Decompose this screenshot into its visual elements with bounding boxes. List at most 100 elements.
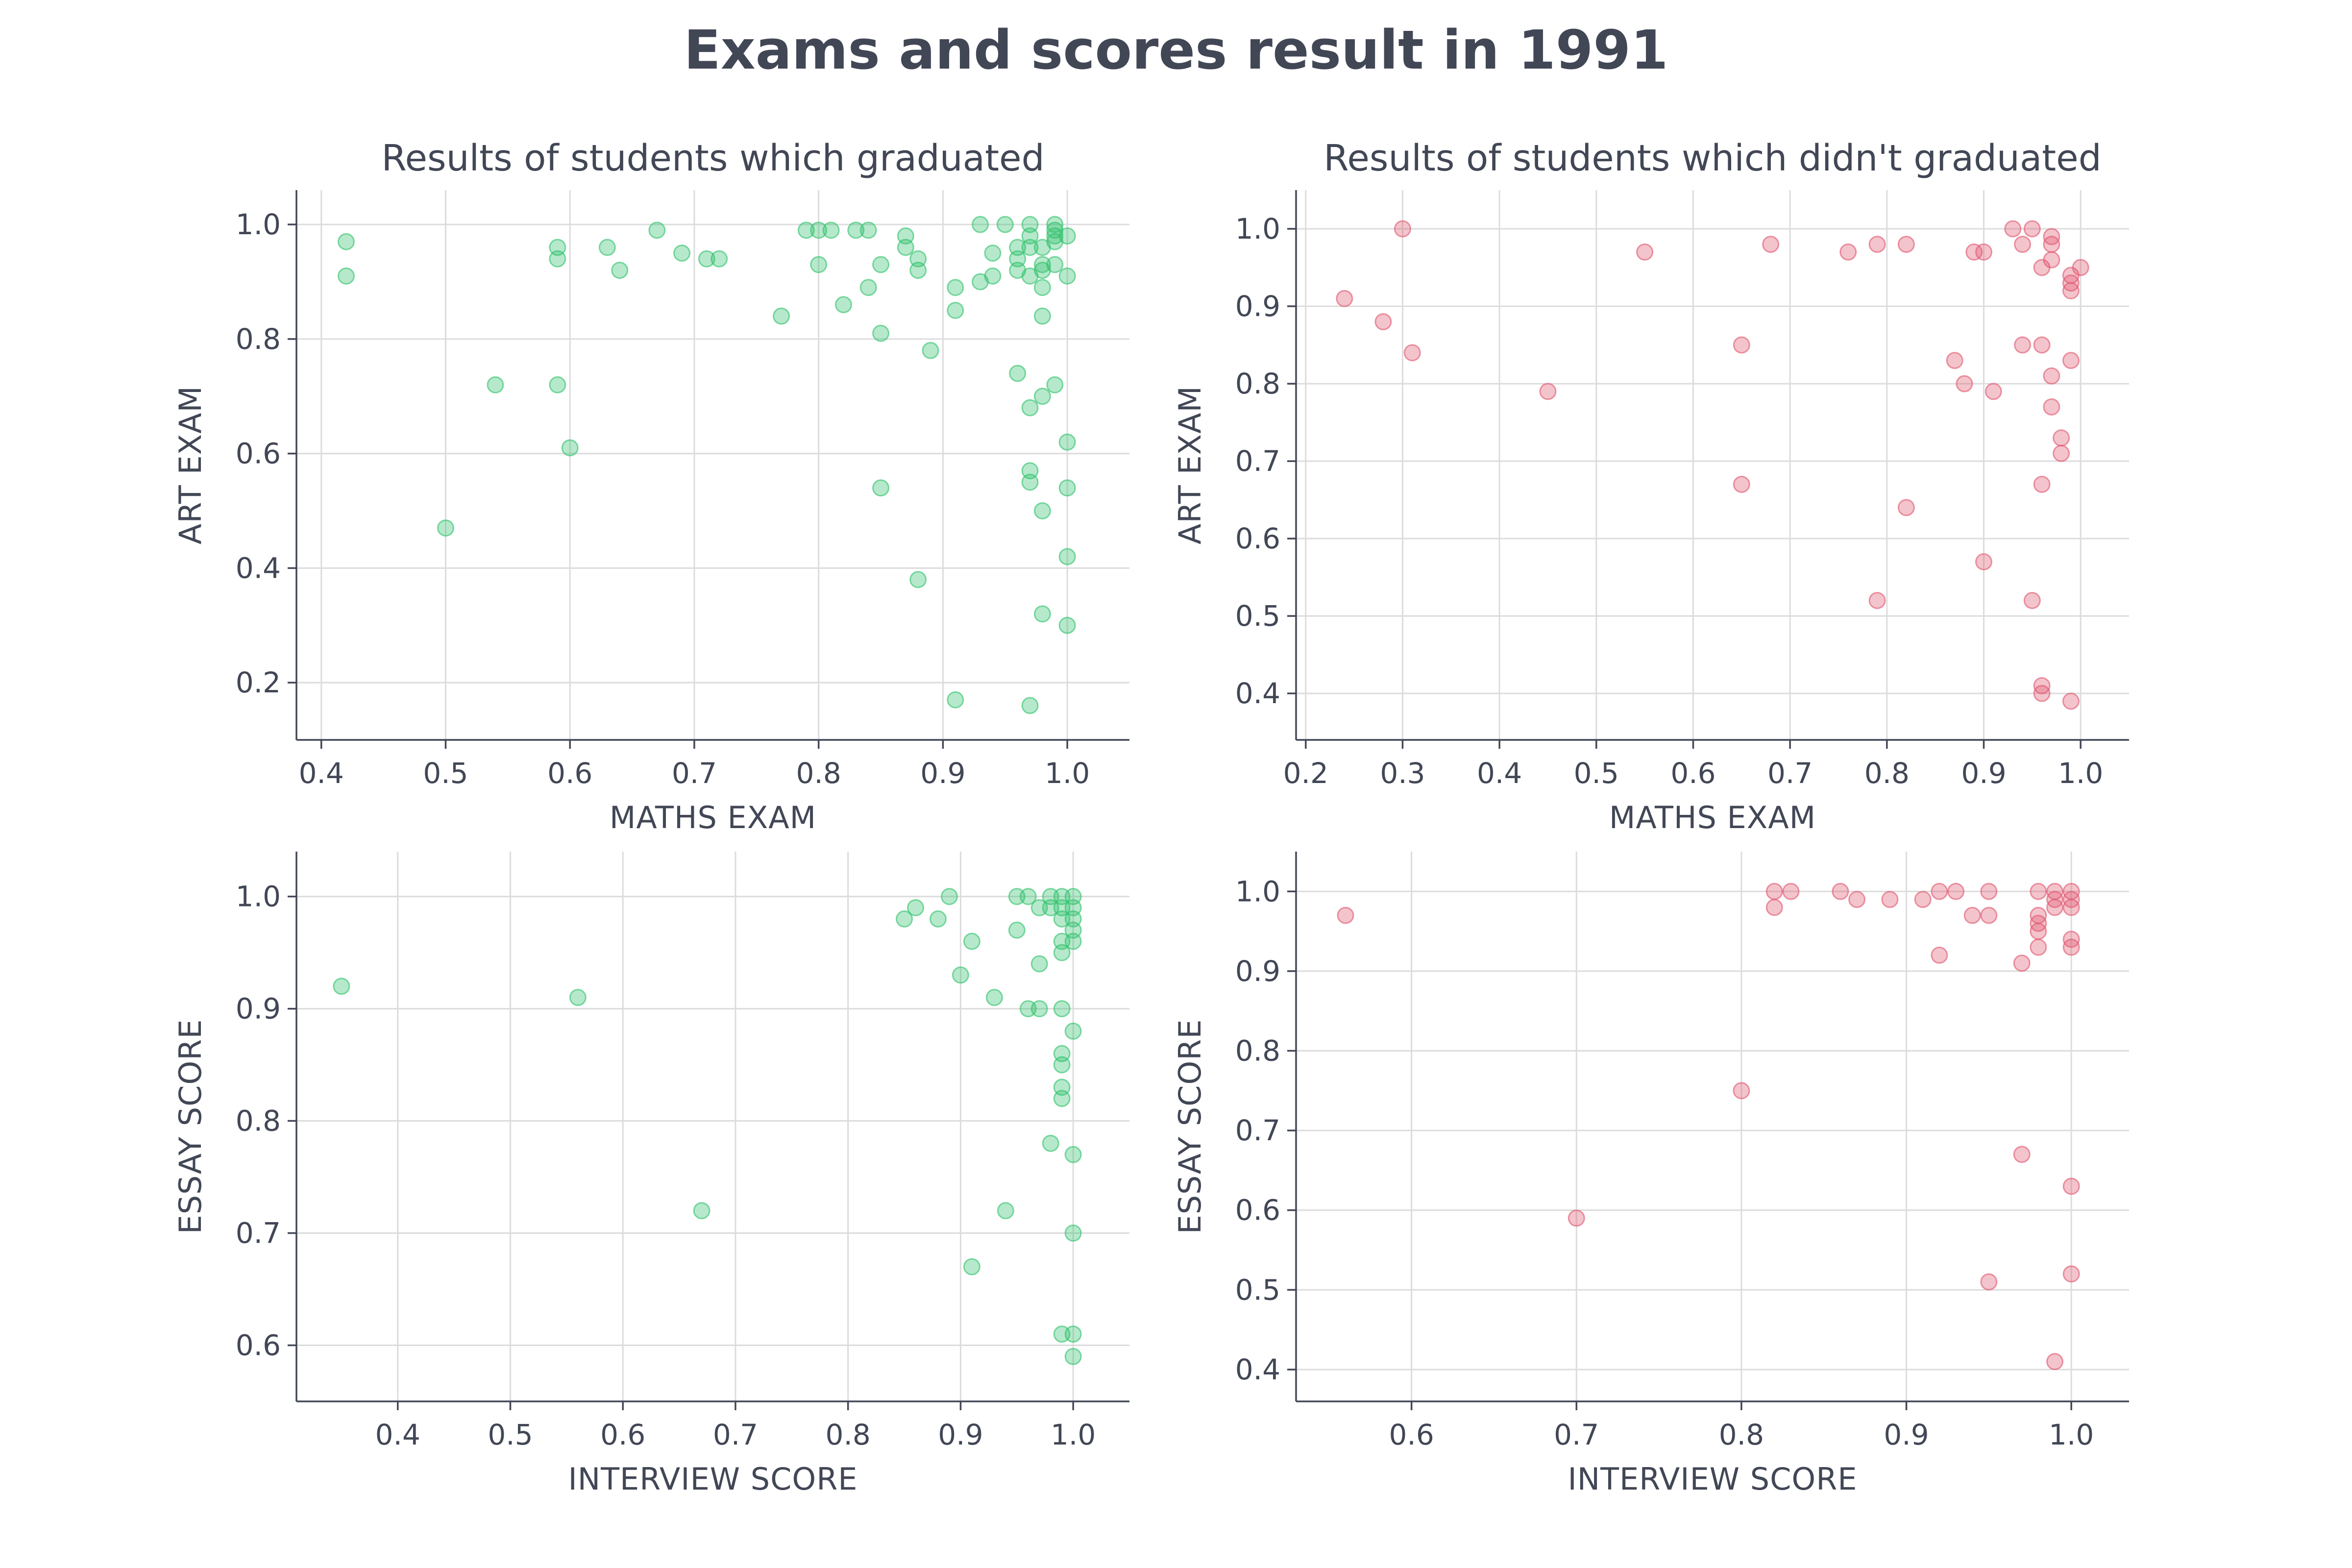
y-tick-label: 0.4	[1235, 677, 1280, 710]
scatter-point	[1965, 243, 1983, 261]
x-tick-label: 0.3	[1380, 757, 1425, 790]
scatter-point	[2062, 1177, 2080, 1195]
scatter-point	[2062, 352, 2080, 369]
scatter-point	[710, 250, 728, 268]
y-axis-label: ART EXAM	[172, 386, 208, 544]
scatter-point	[1984, 383, 2002, 400]
scatter-point	[1053, 1000, 1071, 1018]
scatter-point	[1336, 290, 1353, 307]
scatter-point	[1975, 243, 1992, 261]
x-tick-label: 0.9	[1961, 757, 2006, 790]
scatter-point	[972, 216, 989, 233]
scatter-point	[822, 221, 840, 239]
scatter-point	[909, 571, 927, 588]
scatter-point	[1033, 279, 1051, 296]
scatter-point	[1980, 882, 1998, 900]
scatter-point	[1975, 553, 1992, 571]
scatter-point	[2062, 692, 2080, 710]
scatter-point	[1064, 1225, 1082, 1242]
scatter-point	[2033, 685, 2051, 702]
x-axis-label: INTERVIEW SCORE	[568, 1461, 858, 1497]
scatter-point	[1042, 1134, 1059, 1152]
scatter-point	[673, 245, 691, 262]
scatter-point	[907, 899, 925, 916]
scatter-point	[1046, 256, 1064, 273]
scatter-point	[1064, 1325, 1082, 1343]
x-tick-label: 0.5	[423, 757, 468, 790]
scatter-point	[810, 221, 828, 239]
scatter-point	[1403, 344, 1421, 362]
scatter-point	[984, 245, 1002, 262]
x-tick-label: 0.8	[796, 757, 841, 790]
x-tick-label: 1.0	[2049, 1418, 2094, 1451]
scatter-point	[1931, 882, 1948, 900]
scatter-point	[1539, 383, 1557, 400]
scatter-point	[1021, 399, 1039, 416]
scatter-point	[1868, 592, 1886, 610]
scatter-point	[1568, 1209, 1585, 1227]
scatter-point	[984, 267, 1002, 285]
scatter-point	[2004, 220, 2022, 238]
scatter-point	[1064, 1146, 1082, 1163]
scatter-point	[2043, 236, 2060, 253]
scatter-point	[1030, 955, 1048, 973]
scatter-point	[1058, 227, 1076, 245]
scatter-point	[1030, 1000, 1048, 1018]
scatter-point	[2053, 444, 2070, 462]
scatter-point	[1058, 267, 1076, 285]
scatter-point	[693, 1202, 710, 1220]
scatter-point	[1947, 882, 1965, 900]
y-tick-label: 1.0	[1235, 212, 1280, 245]
x-tick-label: 1.0	[1045, 757, 1090, 790]
x-tick-label: 0.6	[1389, 1418, 1434, 1451]
x-tick-label: 0.7	[713, 1418, 758, 1451]
scatter-point	[2013, 955, 2031, 972]
scatter-point	[1019, 888, 1037, 906]
figure-title: Exams and scores result in 1991	[684, 19, 1668, 81]
x-axis-label: MATHS EXAM	[610, 800, 816, 835]
scatter-point	[1832, 882, 1849, 900]
scatter-point	[909, 262, 927, 279]
scatter-point	[997, 1202, 1014, 1220]
x-tick-label: 0.6	[547, 757, 592, 790]
scatter-point	[1033, 256, 1051, 273]
scatter-point	[1064, 1348, 1082, 1365]
scatter-point	[1058, 616, 1076, 634]
scatter-point	[2030, 882, 2047, 900]
scatter-point	[1046, 227, 1064, 245]
subplot-title: Results of students which graduated	[381, 137, 1044, 179]
scatter-point	[549, 250, 566, 268]
scatter-point	[2023, 220, 2041, 238]
y-tick-label: 0.6	[1235, 522, 1280, 555]
x-tick-label: 0.4	[375, 1418, 420, 1451]
scatter-point	[1033, 307, 1051, 325]
scatter-point	[1980, 906, 1998, 924]
scatter-point	[1053, 1090, 1071, 1107]
scatter-point	[1058, 548, 1076, 565]
scatter-point	[940, 888, 958, 906]
scatter-point	[1762, 236, 1780, 253]
scatter-point	[1053, 944, 1071, 961]
scatter-point	[773, 307, 790, 325]
scatter-point	[2062, 938, 2080, 956]
scatter-point	[1033, 605, 1051, 623]
y-tick-label: 0.6	[236, 437, 281, 470]
x-tick-label: 0.6	[600, 1418, 645, 1451]
scatter-point	[1897, 499, 1915, 516]
scatter-point	[922, 342, 939, 359]
scatter-point	[1009, 365, 1027, 382]
scatter-point	[1021, 697, 1039, 714]
scatter-point	[872, 256, 890, 273]
scatter-point	[2014, 336, 2032, 354]
scatter-point	[1064, 1022, 1082, 1040]
scatter-point	[1956, 375, 1973, 392]
scatter-point	[2014, 236, 2032, 253]
scatter-point	[896, 910, 913, 928]
scatter-point	[1033, 502, 1051, 519]
scatter-point	[437, 519, 454, 537]
scatter-point	[859, 221, 877, 239]
scatter-point	[1765, 899, 1783, 916]
y-tick-label: 0.5	[1235, 1273, 1280, 1306]
scatter-point	[947, 691, 964, 709]
